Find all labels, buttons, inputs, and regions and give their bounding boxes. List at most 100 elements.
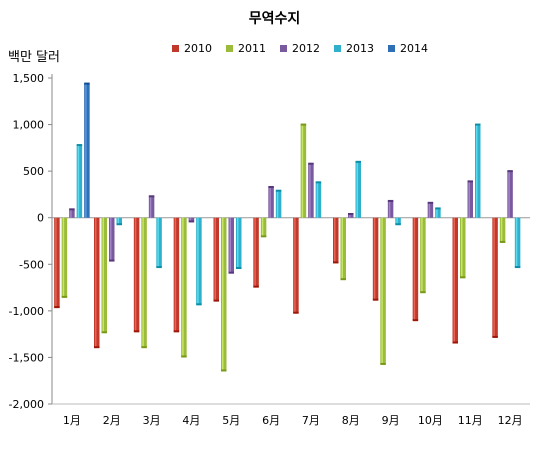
bar-2013-9 <box>435 208 441 218</box>
bar-cap <box>141 346 147 349</box>
bar-highlight <box>436 208 438 218</box>
bar-2010-9 <box>412 217 419 321</box>
bar-cap <box>236 267 242 270</box>
bar-highlight <box>237 217 239 269</box>
bar-cap <box>275 189 282 192</box>
bar-cap <box>435 207 441 210</box>
bar-highlight <box>508 171 510 218</box>
bar-2013-0 <box>76 145 83 218</box>
bar-cap <box>213 299 219 302</box>
bar-cap <box>181 355 187 358</box>
bar-2012-6 <box>308 163 314 218</box>
bar-2011-1 <box>101 217 107 333</box>
legend-swatch <box>280 45 287 52</box>
y-tick-label: 1,000 <box>13 119 45 132</box>
bar-2011-2 <box>141 217 147 348</box>
x-tick-label: 2月 <box>103 414 121 427</box>
legend-swatch <box>172 45 179 52</box>
bar-2010-10 <box>452 217 458 343</box>
bar-2013-7 <box>355 161 361 218</box>
bar-2010-0 <box>54 217 60 308</box>
bar-highlight <box>341 217 343 280</box>
bar-2013-8 <box>395 217 401 225</box>
bar-cap <box>308 162 314 165</box>
bar-cap <box>514 266 521 269</box>
bar-2010-6 <box>293 217 299 313</box>
legend-item-2011: 2011 <box>226 42 266 55</box>
bar-2010-2 <box>133 217 140 332</box>
x-tick-label: 8月 <box>342 414 360 427</box>
bar-2010-4 <box>213 217 219 301</box>
legend-swatch <box>226 45 233 52</box>
bar-cap <box>355 160 361 163</box>
bar-2011-4 <box>221 217 227 371</box>
y-tick-label: -1,000 <box>9 305 44 318</box>
bar-2012-4 <box>228 217 234 273</box>
bar-cap <box>420 291 426 294</box>
bar-highlight <box>421 217 423 293</box>
bar-highlight <box>349 213 351 218</box>
bar-cap <box>101 331 107 334</box>
bar-highlight <box>85 83 87 218</box>
bar-2011-10 <box>460 217 466 278</box>
legend-item-2010: 2010 <box>172 42 212 55</box>
bar-highlight <box>413 217 416 321</box>
bar-highlight <box>182 217 184 357</box>
x-tick-label: 4月 <box>182 414 200 427</box>
bar-highlight <box>388 200 391 218</box>
bar-2013-10 <box>475 124 481 218</box>
bar-2010-11 <box>492 217 498 337</box>
y-axis-label: 백만 달러 <box>8 50 60 65</box>
bar-cap <box>427 201 434 204</box>
x-tick-label: 11月 <box>458 414 483 427</box>
bar-highlight <box>334 217 336 263</box>
bar-highlight <box>396 217 398 225</box>
bar-highlight <box>515 217 518 268</box>
bar-highlight <box>229 217 231 273</box>
bar-highlight <box>102 217 104 333</box>
bar-cap <box>133 330 140 333</box>
legend: 2010 2011 2012 2013 2014 <box>172 42 428 55</box>
bar-highlight <box>468 181 470 218</box>
legend-swatch <box>334 45 341 52</box>
bar-highlight <box>356 161 358 218</box>
bar-highlight <box>476 124 478 218</box>
bar-2012-7 <box>348 213 354 218</box>
bar-cap <box>372 298 379 301</box>
bar-cap <box>76 144 83 147</box>
bar-cap <box>333 261 339 264</box>
bar-2010-3 <box>173 217 180 332</box>
bar-2012-0 <box>69 209 75 218</box>
legend-item-2013: 2013 <box>334 42 374 55</box>
bar-cap <box>253 285 259 288</box>
bar-cap <box>467 180 473 183</box>
legend-swatch <box>388 45 395 52</box>
bar-2012-2 <box>148 196 155 218</box>
bar-cap <box>148 195 155 198</box>
bar-highlight <box>62 217 65 297</box>
legend-label: 2011 <box>238 42 266 55</box>
bar-highlight <box>301 124 304 218</box>
bar-highlight <box>70 209 72 218</box>
bar-2012-5 <box>268 186 274 218</box>
x-tick-label: 10月 <box>418 414 443 427</box>
bar-2012-3 <box>188 217 195 222</box>
bar-cap <box>507 170 513 173</box>
bar-cap <box>387 199 394 202</box>
bar-cap <box>156 266 162 269</box>
bar-highlight <box>214 217 216 301</box>
x-tick-label: 7月 <box>302 414 320 427</box>
bar-highlight <box>316 182 319 218</box>
bar-highlight <box>309 163 311 218</box>
legend-label: 2012 <box>292 42 320 55</box>
bar-2011-8 <box>380 217 386 364</box>
bar-highlight <box>197 217 199 305</box>
bar-2011-11 <box>499 217 506 242</box>
bar-highlight <box>110 217 112 261</box>
x-tick-label: 6月 <box>262 414 280 427</box>
bar-cap <box>348 212 354 215</box>
y-tick-label: -500 <box>19 258 44 271</box>
bar-2010-7 <box>333 217 339 263</box>
bar-cap <box>260 235 267 238</box>
bar-2011-7 <box>340 217 346 280</box>
